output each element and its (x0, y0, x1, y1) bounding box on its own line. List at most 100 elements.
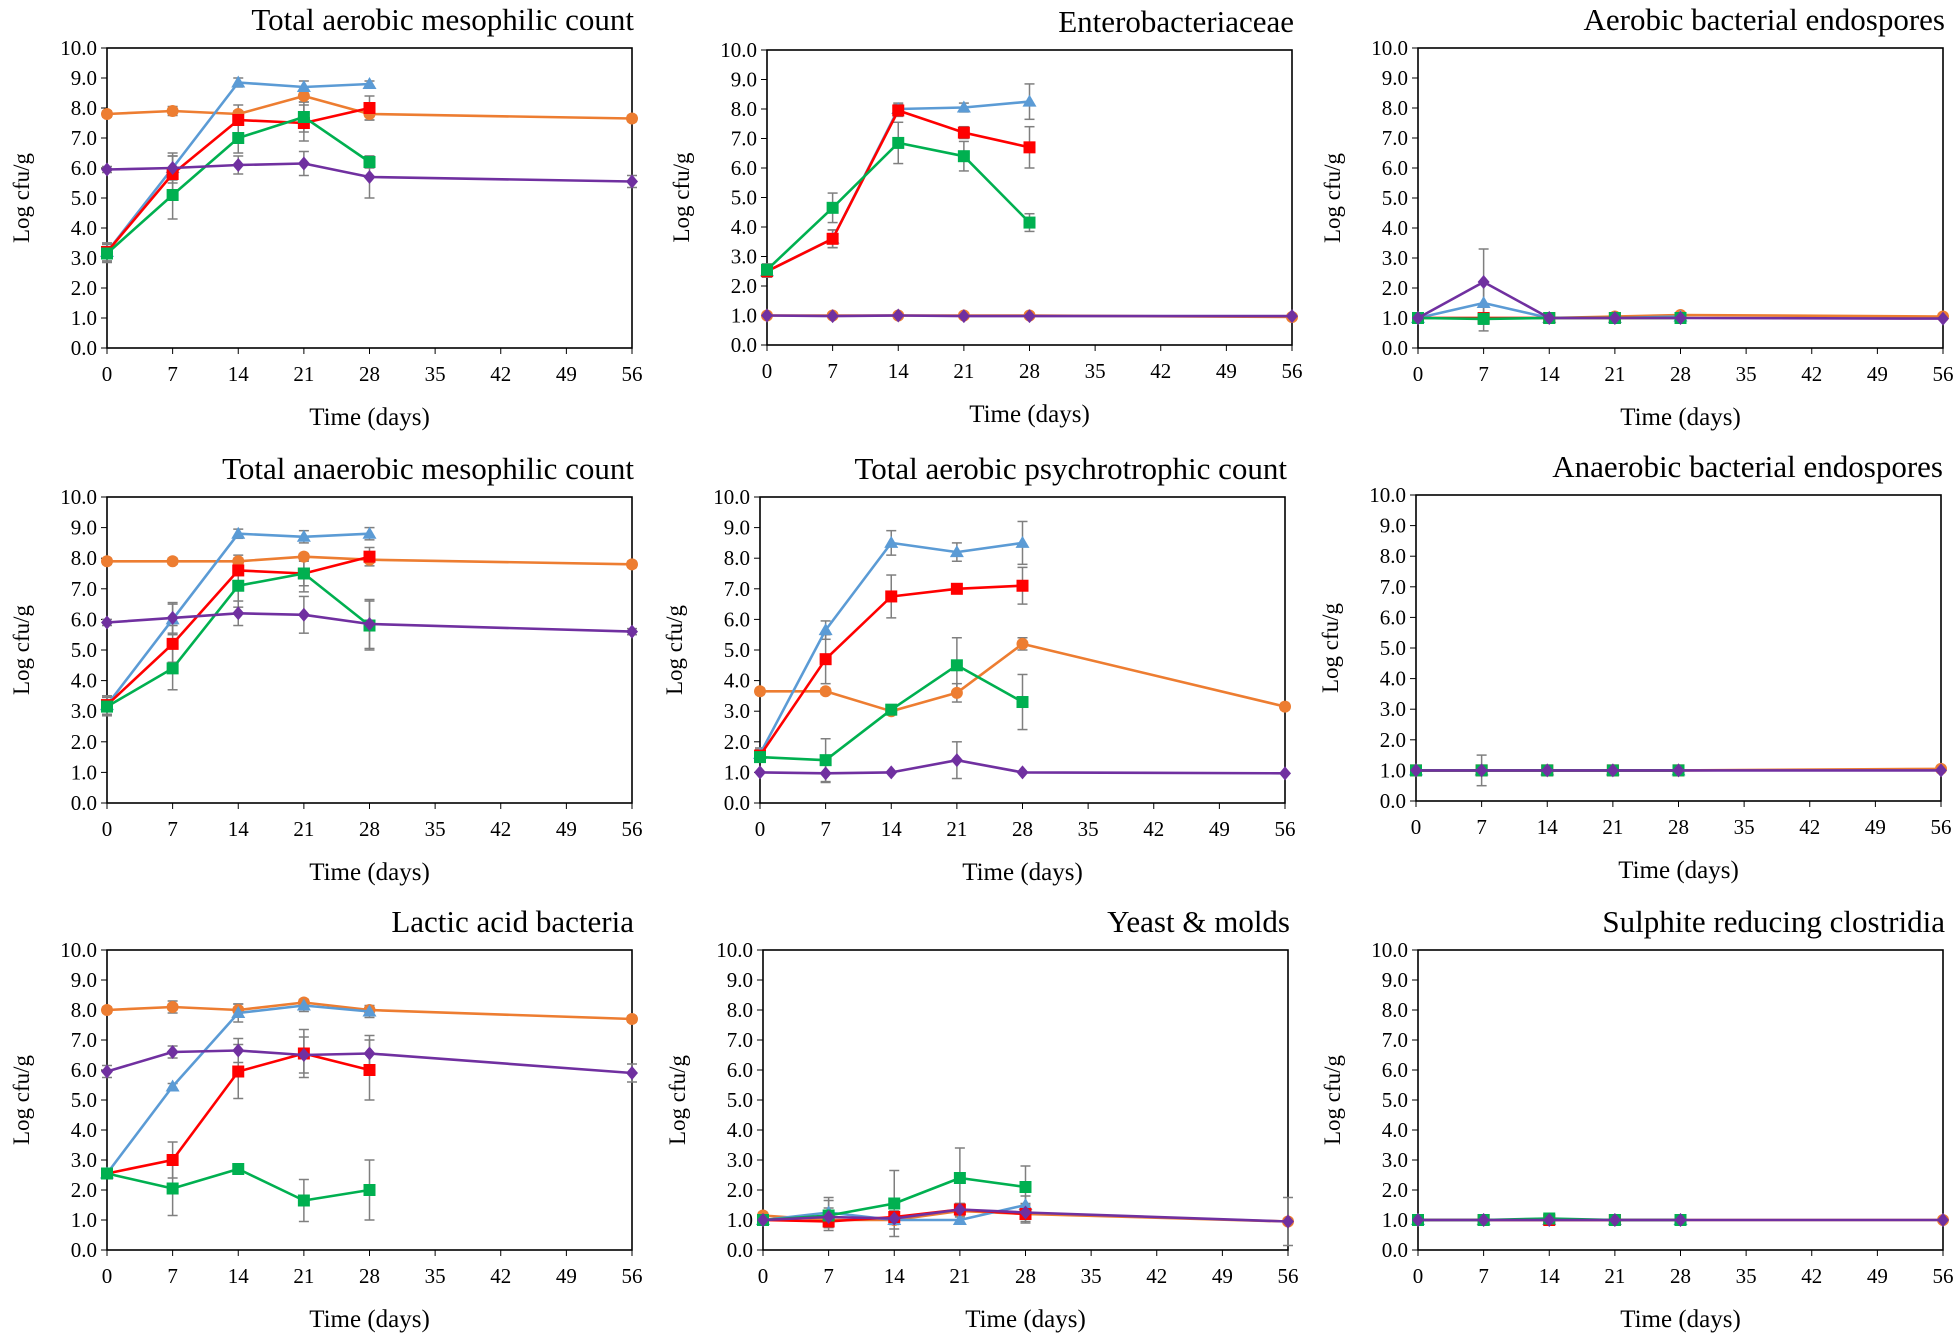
data-point (297, 607, 310, 622)
chart-panel: Sulphite reducing clostridia 0.0 1.0 2.0 3.0… (1320, 904, 1954, 1333)
y-tick-label: 5.0 (71, 638, 97, 662)
y-axis-label: Log cfu/g (662, 604, 687, 695)
y-tick-label: 6.0 (727, 1058, 753, 1082)
x-tick-label: 0 (102, 362, 113, 386)
data-point (1672, 763, 1685, 778)
x-tick-label: 56 (1933, 362, 1954, 386)
data-point (1608, 311, 1621, 325)
x-tick-label: 14 (228, 817, 250, 841)
y-tick-label: 1.0 (1382, 1208, 1408, 1232)
data-point (1023, 309, 1036, 324)
y-tick-label: 9.0 (71, 516, 97, 540)
y-tick-label: 2.0 (71, 730, 97, 754)
y-tick-label: 4.0 (1382, 216, 1408, 240)
x-tick-label: 0 (1413, 1264, 1424, 1288)
data-point (166, 105, 179, 117)
data-point (297, 90, 310, 102)
y-tick-label: 4.0 (731, 215, 757, 239)
y-tick-label: 6.0 (1380, 605, 1406, 629)
x-tick-label: 7 (1478, 1264, 1489, 1288)
x-tick-label: 42 (490, 362, 511, 386)
x-tick-label: 7 (1478, 362, 1489, 386)
x-tick-label: 0 (1413, 362, 1424, 386)
data-point (363, 1064, 376, 1076)
chart-panel: Anaerobic bacterial endospores 0.0 1.0 2.0 3… (1318, 449, 1952, 884)
x-tick-label: 56 (622, 817, 643, 841)
x-axis-label: Time (days) (965, 1306, 1086, 1333)
data-point (1016, 579, 1029, 592)
y-tick-label: 10.0 (716, 938, 753, 962)
data-point (363, 1046, 376, 1061)
x-tick-label: 49 (1867, 1264, 1888, 1288)
data-point (101, 700, 113, 713)
data-point (949, 545, 964, 558)
chart-panel: Enterobacteriaceae 0.0 1.0 2.0 3.0 4.0 5.0 6.0 7… (669, 4, 1303, 428)
x-tick-label: 0 (102, 1264, 113, 1288)
data-point (953, 1202, 966, 1217)
series-line (106, 94, 633, 120)
x-tick-label: 28 (1670, 362, 1691, 386)
y-tick-label: 0.0 (71, 336, 97, 360)
data-point (1016, 765, 1029, 780)
x-tick-label: 42 (1799, 815, 1820, 839)
y-tick-label: 6.0 (1382, 1058, 1408, 1082)
data-point (166, 610, 179, 625)
x-tick-label: 49 (1867, 362, 1888, 386)
y-tick-label: 8.0 (1382, 96, 1408, 120)
y-tick-label: 6.0 (71, 607, 97, 631)
x-tick-label: 28 (359, 817, 380, 841)
y-tick-label: 3.0 (724, 699, 750, 723)
chart-title: Enterobacteriaceae (1058, 4, 1294, 39)
data-point (1541, 763, 1554, 778)
x-tick-label: 28 (359, 362, 380, 386)
data-point (1477, 312, 1490, 325)
y-tick-label: 4.0 (1382, 1118, 1408, 1142)
x-tick-label: 14 (888, 359, 910, 383)
y-tick-label: 5.0 (71, 1088, 97, 1112)
x-tick-label: 56 (1278, 1264, 1299, 1288)
y-tick-label: 9.0 (1382, 968, 1408, 992)
data-point (956, 100, 971, 113)
data-point (950, 659, 963, 672)
y-tick-label: 4.0 (724, 669, 750, 693)
data-point (296, 998, 311, 1011)
y-tick-label: 3.0 (1382, 246, 1408, 270)
chart-title: Lactic acid bacteria (391, 904, 634, 939)
y-tick-label: 8.0 (727, 998, 753, 1022)
y-tick-label: 1.0 (724, 760, 750, 784)
data-point (953, 1172, 966, 1184)
y-tick-label: 7.0 (724, 577, 750, 601)
y-tick-label: 10.0 (60, 938, 97, 962)
data-point (232, 1043, 245, 1058)
data-point (957, 150, 970, 163)
x-tick-label: 35 (425, 362, 446, 386)
x-tick-label: 7 (827, 359, 838, 383)
data-point (1018, 1198, 1033, 1210)
y-tick-label: 8.0 (731, 97, 757, 121)
y-tick-label: 4.0 (71, 669, 97, 693)
data-point (950, 753, 963, 768)
chart-panel: Lactic acid bacteria 0.0 1.0 2.0 3.0 4.0 5.0 6.… (9, 904, 643, 1333)
y-tick-label: 3.0 (731, 245, 757, 269)
y-tick-label: 9.0 (727, 968, 753, 992)
x-axis-label: Time (days) (309, 404, 430, 431)
data-point (885, 590, 898, 603)
series-line (107, 555, 633, 566)
x-tick-label: 35 (425, 817, 446, 841)
x-tick-label: 7 (167, 362, 178, 386)
x-tick-label: 42 (1801, 1264, 1822, 1288)
y-tick-label: 6.0 (1382, 156, 1408, 180)
x-tick-label: 21 (1604, 362, 1625, 386)
data-point (1015, 535, 1030, 548)
data-point (1543, 1213, 1556, 1227)
data-point (626, 112, 638, 125)
x-tick-label: 21 (1604, 1264, 1625, 1288)
data-point (232, 132, 245, 144)
x-tick-label: 14 (1539, 1264, 1561, 1288)
x-tick-label: 7 (1476, 815, 1487, 839)
y-tick-label: 3.0 (71, 699, 97, 723)
y-tick-label: 2.0 (727, 1178, 753, 1202)
y-tick-label: 1.0 (731, 304, 757, 328)
y-tick-label: 4.0 (727, 1118, 753, 1142)
